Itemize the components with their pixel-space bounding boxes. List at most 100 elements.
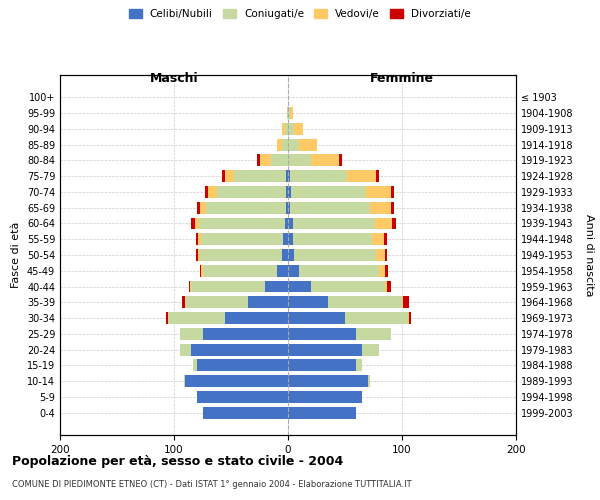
- Bar: [284, 218, 288, 230]
- Bar: [311, 154, 340, 166]
- Bar: [185, 296, 248, 308]
- Bar: [226, 312, 288, 324]
- Bar: [385, 265, 388, 276]
- Bar: [283, 234, 288, 245]
- Bar: [299, 138, 317, 150]
- Text: Femmine: Femmine: [370, 72, 434, 85]
- Bar: [403, 296, 409, 308]
- Bar: [288, 360, 356, 372]
- Bar: [385, 280, 387, 292]
- Bar: [345, 312, 408, 324]
- Bar: [283, 249, 288, 261]
- Bar: [283, 138, 288, 150]
- Bar: [197, 391, 288, 403]
- Bar: [199, 218, 284, 230]
- Bar: [373, 234, 384, 245]
- Bar: [294, 123, 303, 134]
- Bar: [370, 202, 391, 213]
- Bar: [196, 234, 198, 245]
- Bar: [196, 249, 198, 261]
- Bar: [203, 407, 288, 418]
- Bar: [202, 265, 203, 276]
- Bar: [288, 391, 362, 403]
- Bar: [387, 280, 391, 292]
- Bar: [288, 407, 356, 418]
- Bar: [340, 154, 341, 166]
- Bar: [226, 170, 235, 182]
- Bar: [374, 218, 392, 230]
- Bar: [288, 344, 362, 355]
- Bar: [288, 138, 299, 150]
- Bar: [311, 280, 385, 292]
- Bar: [365, 186, 391, 198]
- Bar: [328, 296, 402, 308]
- Bar: [288, 107, 290, 119]
- Bar: [288, 376, 368, 387]
- Bar: [197, 202, 200, 213]
- Bar: [294, 249, 376, 261]
- Bar: [189, 280, 190, 292]
- Bar: [185, 376, 288, 387]
- Bar: [288, 328, 356, 340]
- Bar: [180, 344, 191, 355]
- Text: Popolazione per età, sesso e stato civile - 2004: Popolazione per età, sesso e stato civil…: [12, 455, 343, 468]
- Bar: [288, 296, 328, 308]
- Text: COMUNE DI PIEDIMONTE ETNEO (CT) - Dati ISTAT 1° gennaio 2004 - Elaborazione TUTT: COMUNE DI PIEDIMONTE ETNEO (CT) - Dati I…: [12, 480, 412, 489]
- Bar: [203, 328, 288, 340]
- Bar: [200, 265, 202, 276]
- Bar: [222, 170, 226, 182]
- Bar: [284, 123, 288, 134]
- Bar: [286, 170, 288, 182]
- Bar: [293, 218, 374, 230]
- Bar: [180, 328, 203, 340]
- Text: Maschi: Maschi: [149, 72, 199, 85]
- Bar: [408, 312, 409, 324]
- Bar: [194, 218, 199, 230]
- Bar: [286, 186, 288, 198]
- Bar: [290, 202, 370, 213]
- Bar: [286, 202, 288, 213]
- Bar: [208, 186, 217, 198]
- Bar: [248, 296, 288, 308]
- Bar: [200, 202, 206, 213]
- Bar: [293, 234, 373, 245]
- Bar: [287, 107, 288, 119]
- Bar: [197, 360, 288, 372]
- Bar: [385, 249, 387, 261]
- Bar: [290, 170, 347, 182]
- Bar: [290, 107, 293, 119]
- Bar: [198, 234, 202, 245]
- Bar: [288, 186, 292, 198]
- Bar: [288, 280, 311, 292]
- Bar: [191, 344, 288, 355]
- Bar: [368, 376, 370, 387]
- Bar: [198, 249, 200, 261]
- Bar: [288, 234, 293, 245]
- Bar: [205, 186, 208, 198]
- Bar: [184, 376, 185, 387]
- Bar: [288, 170, 290, 182]
- Bar: [235, 170, 286, 182]
- Bar: [376, 249, 385, 261]
- Bar: [182, 296, 185, 308]
- Bar: [391, 186, 394, 198]
- Bar: [288, 312, 345, 324]
- Bar: [217, 186, 286, 198]
- Bar: [271, 154, 288, 166]
- Bar: [288, 202, 290, 213]
- Bar: [347, 170, 376, 182]
- Bar: [260, 154, 271, 166]
- Bar: [206, 202, 286, 213]
- Bar: [288, 249, 294, 261]
- Bar: [202, 234, 283, 245]
- Bar: [277, 265, 288, 276]
- Bar: [391, 202, 394, 213]
- Bar: [384, 234, 387, 245]
- Bar: [362, 344, 379, 355]
- Bar: [200, 249, 283, 261]
- Y-axis label: Anni di nascita: Anni di nascita: [584, 214, 595, 296]
- Bar: [288, 265, 299, 276]
- Bar: [191, 280, 265, 292]
- Bar: [265, 280, 288, 292]
- Bar: [356, 328, 391, 340]
